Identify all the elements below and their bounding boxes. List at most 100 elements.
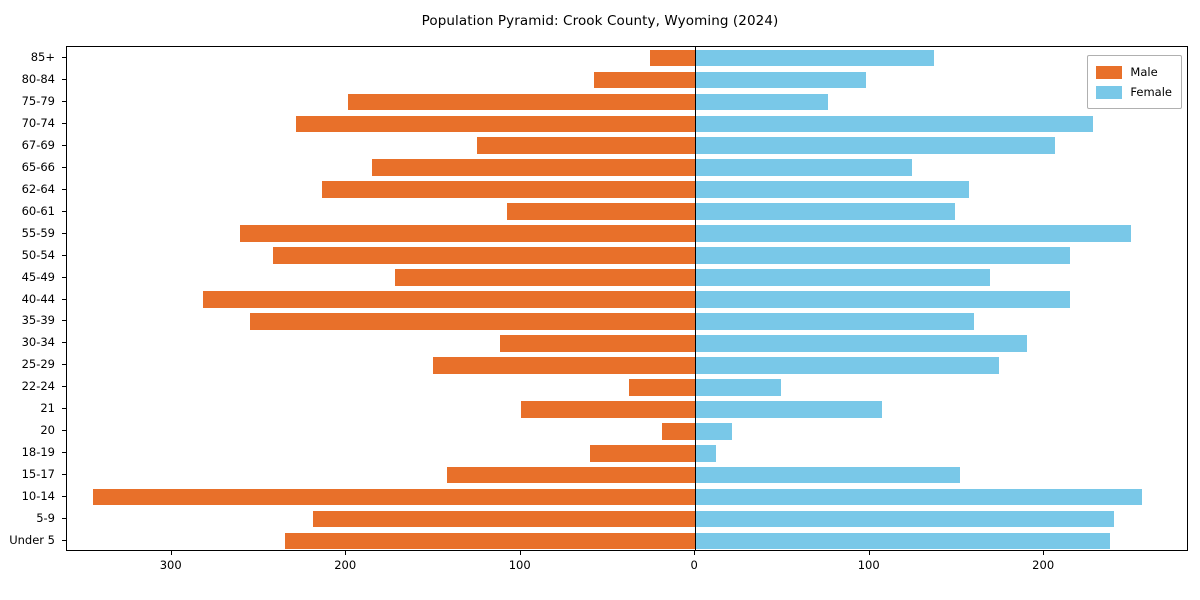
bar-female[interactable] [695,247,1071,264]
y-tick-mark [62,386,66,388]
y-tick-label: 35-39 [21,313,55,328]
bar-male[interactable] [93,488,696,506]
bar-male[interactable] [649,49,696,67]
bar-row [67,181,1187,199]
y-tick-label: 21 [40,401,55,416]
legend-entry[interactable]: Male [1096,62,1172,82]
bar-male[interactable] [395,269,696,286]
y-tick-label: 85+ [30,49,55,64]
bar-female[interactable] [695,115,1094,133]
bar-female[interactable] [695,93,828,111]
bar-female[interactable] [695,444,717,462]
bar-male[interactable] [520,400,696,418]
bar-male[interactable] [347,93,696,111]
y-tick-mark [62,254,66,256]
bar-male[interactable] [239,225,696,242]
bar-male[interactable] [433,357,696,374]
bar-female[interactable] [695,181,970,199]
chart-legend: Male Female [1087,55,1182,109]
bar-female[interactable] [695,357,999,374]
bar-female[interactable] [695,269,991,286]
bar-row [67,93,1187,111]
y-tick-label: 5-9 [36,511,55,526]
bar-male[interactable] [662,422,696,440]
x-tick-mark [694,551,696,555]
x-tick-label: 200 [334,558,357,572]
bar-female[interactable] [695,510,1114,528]
chart-title: Population Pyramid: Crook County, Wyomin… [421,13,779,29]
y-tick-mark [62,518,66,520]
bar-female[interactable] [695,159,912,177]
bar-male[interactable] [295,115,696,133]
bar-row [67,115,1187,133]
y-tick-mark [62,364,66,366]
y-tick-mark [62,474,66,476]
bar-male[interactable] [321,181,696,199]
bar-male[interactable] [285,532,696,550]
bar-male[interactable] [313,510,696,528]
bar-female[interactable] [695,400,882,418]
x-tick-mark [519,551,521,555]
bar-female[interactable] [695,71,867,89]
bar-male[interactable] [372,159,696,177]
bar-row [67,510,1187,528]
y-tick-label: 80-84 [21,71,55,86]
bar-row [67,335,1187,352]
legend-entry[interactable]: Female [1096,82,1172,102]
bar-male[interactable] [593,71,696,89]
bar-female[interactable] [695,137,1055,155]
legend-swatch-male [1096,65,1123,79]
bar-female[interactable] [695,335,1027,352]
y-tick-label: 22-24 [21,379,55,394]
bar-female[interactable] [695,422,732,440]
y-tick-label: 45-49 [21,269,55,284]
plot-area [66,46,1188,551]
y-tick-label: 67-69 [21,137,55,152]
y-tick-mark [62,298,66,300]
y-tick-mark [62,56,66,58]
y-tick-mark [62,122,66,124]
y-tick-mark [62,78,66,80]
zero-axis-line [695,47,697,550]
legend-label: Male [1130,65,1158,79]
bar-female[interactable] [695,203,956,220]
x-axis: 300 200 100 0 100 200 [66,551,1188,591]
bar-female[interactable] [695,466,961,484]
bar-male[interactable] [590,444,696,462]
bar-male[interactable] [477,137,696,155]
bar-female[interactable] [695,378,781,396]
y-tick-label: 10-14 [21,489,55,504]
bar-row [67,488,1187,506]
y-tick-mark [62,166,66,168]
bar-female[interactable] [695,49,935,67]
bar-female[interactable] [695,225,1132,242]
y-tick-label: 15-17 [21,467,55,482]
bar-female[interactable] [695,313,975,330]
y-tick-label: 50-54 [21,247,55,262]
bar-male[interactable] [506,203,696,220]
bar-female[interactable] [695,488,1142,506]
y-tick-label: 60-61 [21,203,55,218]
bar-female[interactable] [695,291,1071,308]
bar-male[interactable] [272,247,696,264]
legend-label: Female [1130,85,1172,99]
bar-female[interactable] [695,532,1111,550]
y-tick-mark [62,188,66,190]
bar-male[interactable] [203,291,696,308]
x-tick-mark [170,551,172,555]
bar-row [67,269,1187,286]
legend-swatch-female [1096,85,1123,99]
bar-male[interactable] [250,313,696,330]
bar-row [67,291,1187,308]
bar-row [67,203,1187,220]
bar-row [67,532,1187,550]
bar-male[interactable] [499,335,696,352]
bar-male[interactable] [628,378,696,396]
y-tick-label: 40-44 [21,291,55,306]
y-tick-mark [62,276,66,278]
x-tick-label: 100 [857,558,880,572]
bar-male[interactable] [447,466,696,484]
y-tick-mark [62,144,66,146]
x-tick-label: 0 [690,558,698,572]
